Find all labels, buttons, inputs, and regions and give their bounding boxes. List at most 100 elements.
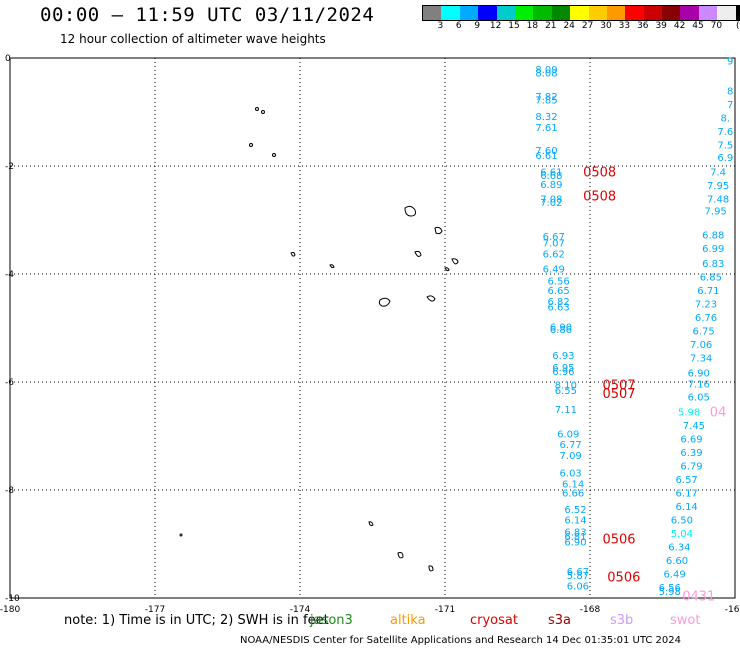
y-tick-label: -6 xyxy=(5,378,14,388)
swh-value: 7.08 xyxy=(540,194,562,205)
swh-value: 6.81 xyxy=(564,532,586,543)
swh-value: 7.45 xyxy=(683,421,705,432)
swh-value: 7.06 xyxy=(690,340,712,351)
y-tick-label: -8 xyxy=(5,486,14,496)
island xyxy=(249,143,253,147)
swh-value: 6.77 xyxy=(560,440,582,451)
swh-value: 6.56 xyxy=(659,583,681,594)
swh-value: 6.62 xyxy=(543,249,565,260)
mission-label-swot: swot xyxy=(670,613,701,628)
swh-value: 6.88 xyxy=(702,231,724,242)
legend-swatch xyxy=(570,6,589,20)
swh-value: 6.09 xyxy=(557,429,579,440)
island xyxy=(255,107,259,111)
legend-label: 45 xyxy=(692,21,704,31)
swh-value: 7.48 xyxy=(707,194,729,205)
island xyxy=(426,295,436,302)
island xyxy=(368,521,374,527)
swh-value: 7.02 xyxy=(540,198,562,209)
legend-label: (ft) xyxy=(736,21,740,31)
swh-value: 6.05 xyxy=(688,393,710,404)
island xyxy=(434,226,443,235)
swh-value: 7.95 xyxy=(707,181,729,192)
legend-swatch xyxy=(588,6,607,20)
swh-value: 6.90 xyxy=(564,537,586,548)
swh-value: 6.79 xyxy=(680,462,702,473)
legend-swatch xyxy=(698,6,718,20)
swh-value: 6.83 xyxy=(702,259,724,270)
legend-label: 9 xyxy=(474,21,481,31)
legend-swatch xyxy=(441,6,460,20)
track-label: 0508 xyxy=(583,165,616,180)
swh-value: 7.95 xyxy=(705,206,727,217)
x-tick-label: -171 xyxy=(435,605,455,615)
mission-label-cryosat: cryosat xyxy=(470,613,518,628)
swh-value: 7.34 xyxy=(690,354,712,365)
swh-value: 5.98 xyxy=(678,408,700,419)
swh-value: 7.4 xyxy=(710,167,726,178)
island xyxy=(428,565,434,572)
legend-label: 15 xyxy=(508,21,520,31)
swh-value: 7.61 xyxy=(535,123,557,134)
swh-value: 6.65 xyxy=(547,286,569,297)
swh-value: 6.56 xyxy=(547,276,569,287)
legend-label: 12 xyxy=(489,21,502,31)
x-tick-label: -174 xyxy=(290,605,311,615)
legend-swatch xyxy=(459,6,479,20)
y-tick-label: 0 xyxy=(5,54,11,64)
legend-label: 3 xyxy=(437,21,444,31)
track-label: 0507 xyxy=(602,379,635,394)
swh-value: 6.61 xyxy=(540,167,562,178)
swh-value: 7.60 xyxy=(535,146,557,157)
swh-value: 5.04 xyxy=(671,529,693,540)
mission-label-altika: altika xyxy=(390,613,426,628)
swh-value: 7.09 xyxy=(560,451,582,462)
map-frame xyxy=(9,57,736,599)
track-label: 0507 xyxy=(602,387,635,402)
track-label: 0508 xyxy=(583,190,616,205)
swh-value: 5.98 xyxy=(659,587,681,598)
swh-value: 6.49 xyxy=(663,570,685,581)
legend-label: 24 xyxy=(563,21,575,31)
y-tick-label: -10 xyxy=(5,594,20,604)
swh-value: 6.90 xyxy=(688,368,710,379)
track-label: 0431 xyxy=(682,589,715,604)
swh-value: 8.09 xyxy=(535,65,557,76)
island xyxy=(451,258,459,265)
swh-value: 7.5 xyxy=(717,140,733,151)
x-tick-label: -165 xyxy=(725,605,740,615)
swh-value: 7.82 xyxy=(535,92,557,103)
swh-value: 6.76 xyxy=(695,313,717,324)
swh-value: 8.32 xyxy=(535,112,557,123)
track-label: 0506 xyxy=(602,533,635,548)
swh-value: 6.86 xyxy=(550,325,572,336)
swh-value: 7.23 xyxy=(695,300,717,311)
island xyxy=(378,297,391,307)
island xyxy=(290,251,296,257)
legend-label: 6 xyxy=(455,21,462,31)
swh-value: 6.14 xyxy=(562,480,584,491)
y-tick-label: -4 xyxy=(5,270,14,280)
swh-value: 6.75 xyxy=(692,327,714,338)
swh-value: 6.69 xyxy=(680,435,702,446)
swh-value: 7.07 xyxy=(543,239,565,250)
swh-value: 8.08 xyxy=(535,69,557,80)
legend-label: 18 xyxy=(526,21,539,31)
track-label: 0506 xyxy=(607,570,640,585)
island xyxy=(404,205,416,217)
legend-label: 30 xyxy=(600,21,612,31)
swh-value: 6.83 xyxy=(564,528,586,539)
note-text: note: 1) Time is in UTC; 2) SWH is in fe… xyxy=(64,613,329,628)
island xyxy=(444,267,450,272)
swh-value: 6.71 xyxy=(697,286,719,297)
island xyxy=(414,250,422,257)
island xyxy=(272,153,276,157)
y-tick-label: -2 xyxy=(5,162,14,172)
swh-value: 6.96 xyxy=(552,367,574,378)
legend-label: 21 xyxy=(545,21,557,31)
legend-label: 27 xyxy=(581,21,594,31)
legend-swatch xyxy=(625,6,644,20)
swh-value: 9 xyxy=(727,57,733,68)
legend-swatch xyxy=(533,6,552,20)
